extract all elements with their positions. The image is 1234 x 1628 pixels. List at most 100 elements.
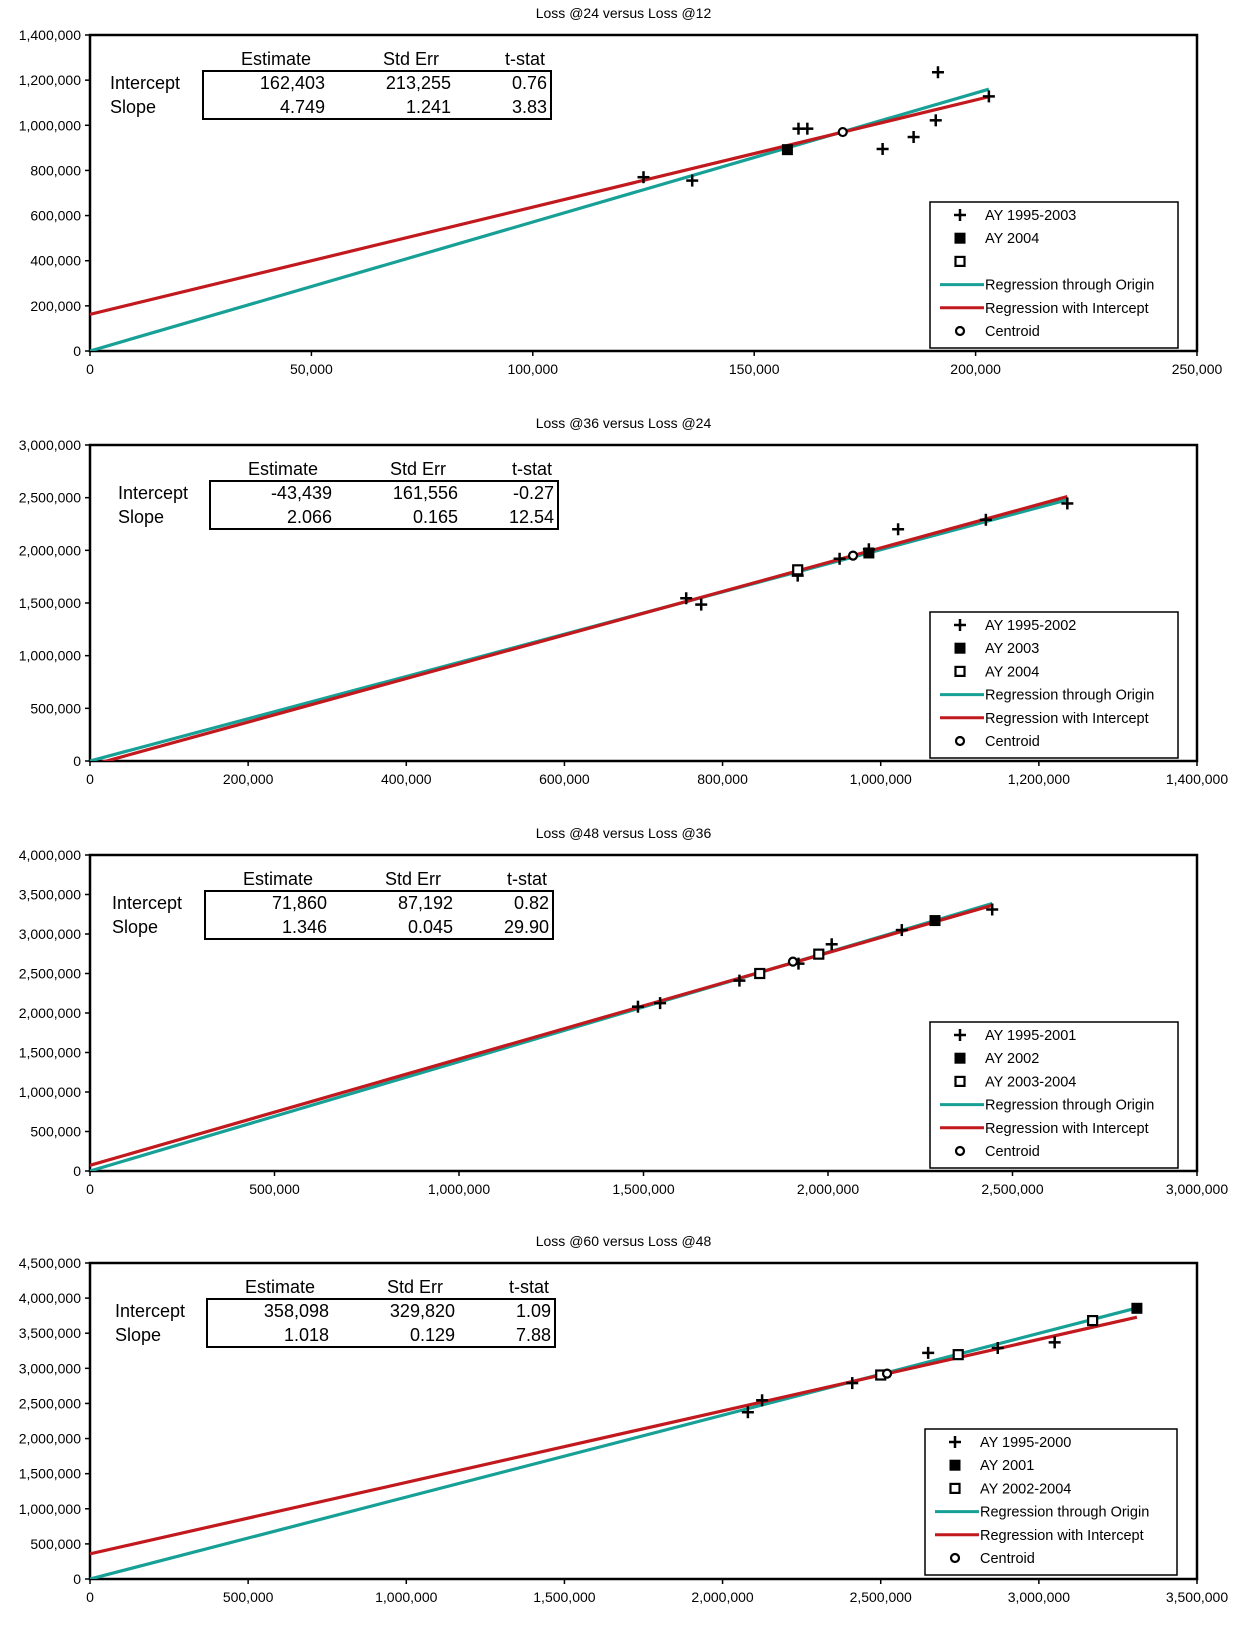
data-point	[801, 122, 814, 135]
y-tick-label: 1,400,000	[19, 27, 81, 43]
stats-cell: 1.09	[516, 1301, 551, 1321]
legend-marker	[954, 1029, 966, 1041]
stats-header: Estimate	[243, 869, 313, 889]
y-tick-label: 2,000,000	[19, 1005, 81, 1021]
data-point	[792, 564, 804, 576]
legend-label: AY 2003	[985, 641, 1039, 657]
stats-header: Estimate	[245, 1277, 315, 1297]
y-tick-label: 200,000	[30, 298, 81, 314]
y-tick-label: 500,000	[30, 1536, 81, 1552]
y-tick-label: 3,000,000	[19, 437, 81, 453]
x-tick-label: 3,000,000	[1166, 1181, 1228, 1197]
data-point	[837, 126, 848, 138]
stats-cell: 29.90	[504, 917, 549, 937]
y-tick-label: 4,000,000	[19, 1290, 81, 1306]
y-tick-label: 1,000,000	[19, 1501, 81, 1517]
legend-label: AY 2004	[985, 231, 1039, 247]
stats-cell: 12.54	[509, 507, 554, 527]
legend-marker	[954, 325, 966, 337]
stats-cell: 2.066	[287, 507, 332, 527]
data-point	[680, 592, 693, 605]
x-tick-label: 0	[86, 1589, 94, 1605]
x-tick-label: 100,000	[507, 361, 558, 377]
stats-row-label: Intercept	[115, 1301, 185, 1321]
y-tick-label: 1,200,000	[19, 72, 81, 88]
legend-label: Regression through Origin	[980, 1505, 1149, 1521]
stats-cell: 1.346	[282, 917, 327, 937]
x-tick-label: 2,500,000	[850, 1589, 912, 1605]
y-tick-label: 2,500,000	[19, 1395, 81, 1411]
stats-row-label: Intercept	[110, 73, 180, 93]
y-tick-label: 2,000,000	[19, 542, 81, 558]
stats-cell: 358,098	[264, 1301, 329, 1321]
y-tick-label: 2,500,000	[19, 966, 81, 982]
stats-cell: 213,255	[386, 73, 451, 93]
data-point	[1048, 1336, 1061, 1349]
x-tick-label: 2,500,000	[981, 1181, 1043, 1197]
y-tick-label: 4,000,000	[19, 847, 81, 863]
data-point	[654, 997, 667, 1010]
x-tick-label: 1,500,000	[533, 1589, 595, 1605]
legend-marker	[954, 642, 966, 654]
regression-lines	[90, 902, 993, 1171]
data-point	[986, 903, 999, 916]
data-point	[991, 1341, 1004, 1354]
stats-cell: 0.82	[514, 893, 549, 913]
legend-label: AY 2003-2004	[985, 1074, 1076, 1090]
y-tick-label: 400,000	[30, 253, 81, 269]
data-point	[979, 513, 992, 526]
stats-row-label: Slope	[110, 97, 156, 117]
stats-table-box	[206, 1298, 556, 1348]
data-point	[929, 915, 941, 927]
legend-marker	[949, 1552, 961, 1564]
stats-table: Estimate Std Err t-stat Intercept -43,439 161…	[118, 459, 559, 530]
data-point	[686, 174, 699, 187]
legend-label: AY 2004	[985, 664, 1039, 680]
stats-table: Estimate Std Err t-stat Intercept 71,860 87,1…	[112, 869, 554, 940]
data-point	[833, 552, 846, 565]
stats-header: Std Err	[390, 459, 446, 479]
x-tick-label: 200,000	[223, 771, 274, 787]
plot-area	[88, 33, 1199, 353]
x-tick-label: 1,500,000	[612, 1181, 674, 1197]
stats-cell: 0.165	[413, 507, 458, 527]
data-point	[863, 547, 875, 559]
chart-title: Loss @24 versus Loss @12	[536, 5, 712, 21]
x-tick-label: 250,000	[1172, 361, 1223, 377]
data-point	[846, 1377, 859, 1390]
regression-intercept-line	[90, 903, 993, 1167]
legend-label: Regression with Intercept	[985, 301, 1149, 317]
data-points	[631, 903, 999, 1013]
data-point	[929, 114, 942, 127]
stats-header: Std Err	[383, 49, 439, 69]
stats-cell: 87,192	[398, 893, 453, 913]
legend-marker	[954, 255, 966, 267]
chart-panel-1: Loss @24 versus Loss @12 0 200,000 400,000 6…	[19, 5, 1223, 377]
stats-table-box	[204, 890, 554, 940]
x-tick-label: 500,000	[249, 1181, 300, 1197]
stats-cell: 4.749	[280, 97, 325, 117]
legend-label: AY 2001	[980, 1458, 1034, 1474]
stats-table-box	[202, 70, 552, 120]
stats-cell: 162,403	[260, 73, 325, 93]
legend-label: Regression through Origin	[985, 278, 1154, 294]
y-tick-label: 2,000,000	[19, 1431, 81, 1447]
legend-label: AY 1995-2001	[985, 1028, 1076, 1044]
x-tick-label: 1,000,000	[850, 771, 912, 787]
stats-cell: 1.241	[406, 97, 451, 117]
stats-cell: 161,556	[393, 483, 458, 503]
stats-cell: -0.27	[513, 483, 554, 503]
legend-marker	[954, 1145, 966, 1157]
data-point	[952, 1349, 964, 1361]
stats-table: Estimate Std Err t-stat Intercept 162,403 213…	[110, 49, 552, 120]
x-tick-label: 400,000	[381, 771, 432, 787]
stats-cell: 0.129	[410, 1325, 455, 1345]
x-tick-label: 3,500,000	[1166, 1589, 1228, 1605]
data-point	[637, 171, 650, 184]
y-tick-label: 3,500,000	[19, 887, 81, 903]
stats-header: t-stat	[507, 869, 547, 889]
stats-row-label: Intercept	[118, 483, 188, 503]
data-point	[813, 948, 825, 960]
legend-marker	[949, 1459, 961, 1471]
data-point	[741, 1406, 754, 1419]
